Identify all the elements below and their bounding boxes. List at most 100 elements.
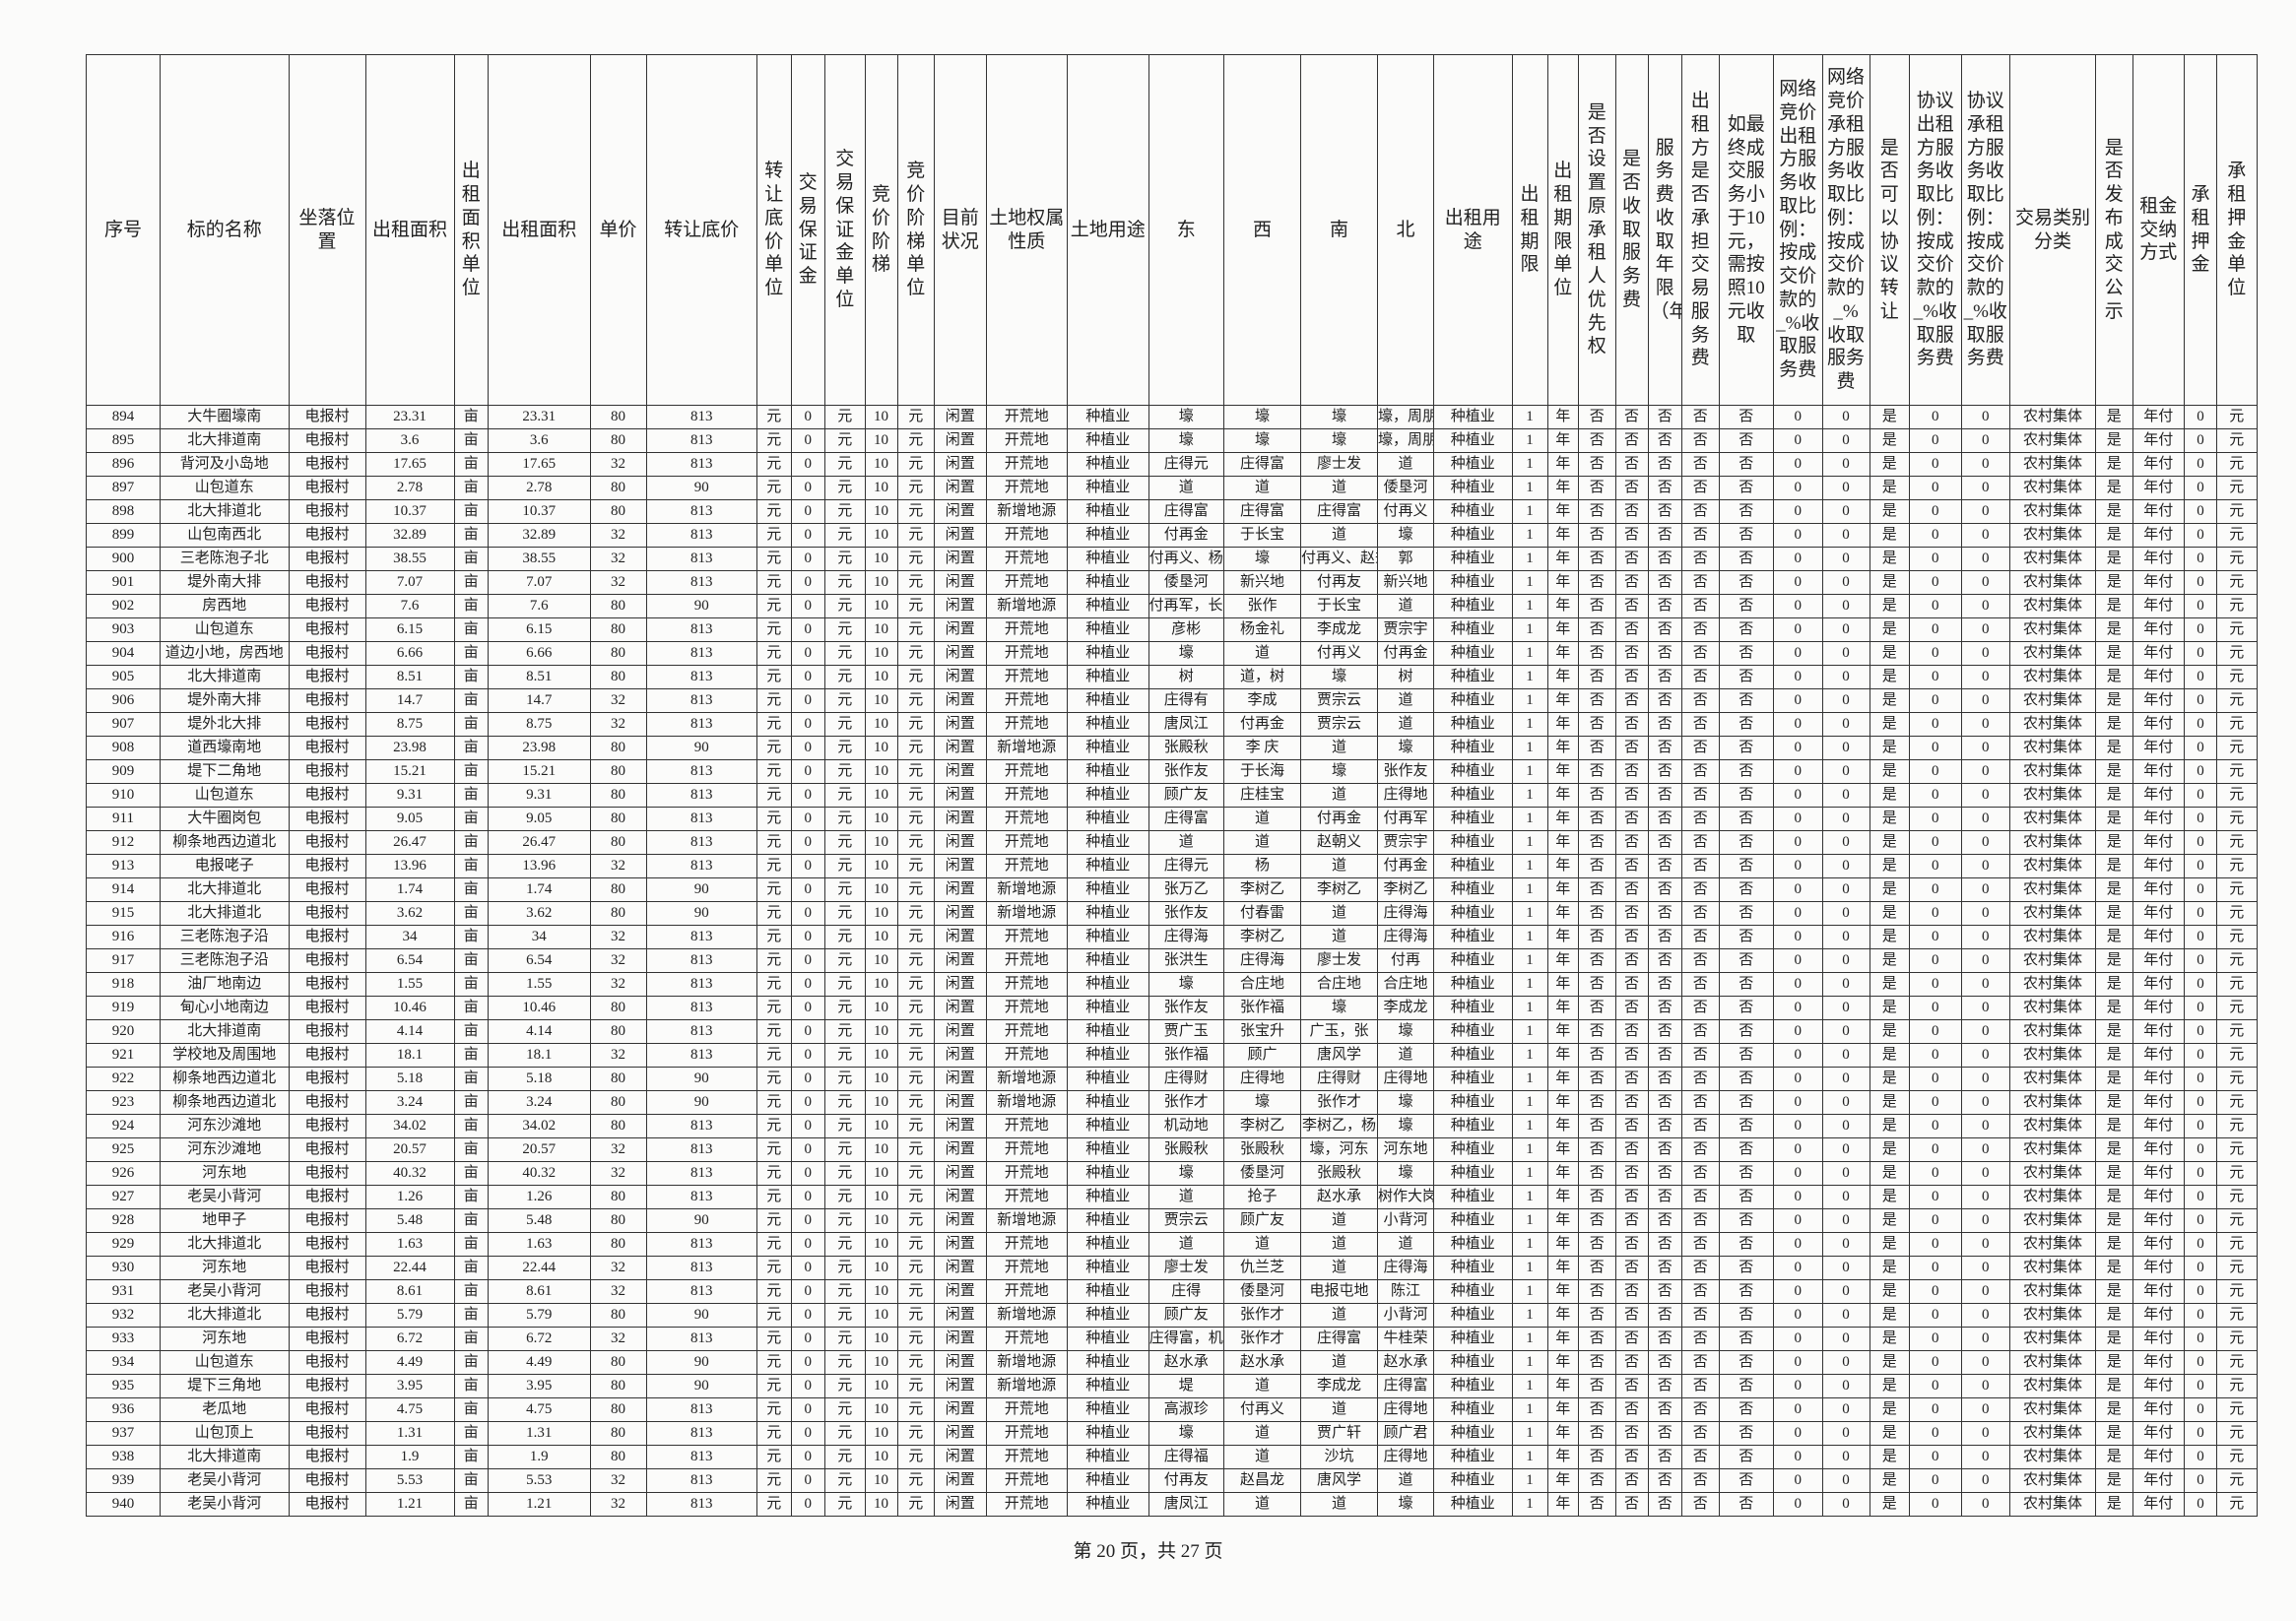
table-cell: 0 (1773, 807, 1823, 831)
table-cell: 种植业 (1433, 1090, 1513, 1115)
table-cell: 0 (1773, 830, 1823, 855)
table-cell: 1 (1511, 783, 1548, 808)
table-cell: 开荒地 (985, 948, 1068, 973)
table-cell: 否 (1614, 1303, 1649, 1328)
table-cell: 4.49 (364, 1350, 455, 1375)
table-cell: 否 (1614, 1019, 1649, 1044)
table-cell: 0 (1821, 1185, 1870, 1209)
table-cell: 否 (1647, 547, 1682, 571)
table-cell: 930 (86, 1256, 161, 1280)
table-cell: 否 (1578, 476, 1616, 500)
table-cell: 元 (2216, 996, 2258, 1020)
table-cell: 开荒地 (985, 688, 1068, 713)
table-cell: 913 (86, 854, 161, 878)
table-cell: 0 (1960, 476, 2010, 500)
table-cell: 种植业 (1433, 1161, 1513, 1186)
table-cell: 亩 (453, 925, 489, 949)
table-cell: 8.61 (364, 1279, 455, 1304)
table-cell: 亩 (453, 1256, 489, 1280)
table-cell: 唐风学 (1300, 1468, 1378, 1493)
table-cell: 庄得地 (1377, 1445, 1434, 1469)
column-header: 出租面积 (364, 54, 455, 406)
table-cell: 是 (1869, 405, 1910, 429)
table-cell: 道 (1377, 1043, 1434, 1068)
table-cell: 否 (1681, 1421, 1720, 1446)
table-cell: 0 (1821, 1445, 1870, 1469)
table-cell: 元 (896, 688, 935, 713)
table-cell: 931 (86, 1279, 161, 1304)
table-cell: 沙坑 (1300, 1445, 1378, 1469)
column-header: 转让底价单位 (756, 54, 792, 406)
table-cell: 元 (824, 1232, 866, 1257)
table-cell: 0 (790, 665, 825, 689)
table-cell: 庄得福 (1148, 1445, 1224, 1469)
table-cell: 0 (1960, 1019, 2010, 1044)
table-cell: 电报村 (288, 1090, 366, 1115)
table-cell: 0 (1960, 428, 2010, 453)
table-cell: 壕，周朋 (1377, 405, 1434, 429)
table-cell: 种植业 (1067, 523, 1149, 548)
table-cell: 年 (1546, 759, 1579, 784)
table-cell: 年付 (2132, 972, 2185, 997)
table-cell: 元 (896, 712, 935, 737)
table-cell: 种植业 (1067, 617, 1149, 642)
table-cell: 1 (1511, 499, 1548, 524)
table-cell: 32 (589, 972, 647, 997)
table-cell: 否 (1718, 1067, 1774, 1091)
table-cell: 是 (1869, 1327, 1910, 1351)
table-cell: 0 (1960, 1279, 2010, 1304)
table-cell: 1 (1511, 1137, 1548, 1162)
table-cell: 0 (1909, 499, 1962, 524)
table-cell: 否 (1614, 1232, 1649, 1257)
table-cell: 否 (1614, 736, 1649, 760)
table-cell: 闲置 (934, 1468, 987, 1493)
table-cell: 0 (2184, 996, 2217, 1020)
table-cell: 0 (2184, 972, 2217, 997)
table-cell: 壕 (1377, 736, 1434, 760)
table-cell: 10 (864, 1468, 898, 1493)
table-cell: 种植业 (1067, 1185, 1149, 1209)
table-cell: 付再金 (1300, 807, 1378, 831)
table-cell: 否 (1718, 452, 1774, 477)
table-cell: 年 (1546, 499, 1579, 524)
table-cell: 年付 (2132, 1161, 2185, 1186)
table-cell: 种植业 (1067, 547, 1149, 571)
table-cell: 1 (1511, 1067, 1548, 1091)
column-header: 交易类别分类 (2009, 54, 2096, 406)
table-cell: 闲置 (934, 1019, 987, 1044)
table-cell: 农村集体 (2009, 1067, 2096, 1091)
table-cell: 元 (896, 452, 935, 477)
table-cell: 开荒地 (985, 547, 1068, 571)
table-cell: 否 (1647, 476, 1682, 500)
table-cell: 元 (2216, 688, 2258, 713)
table-cell: 郭 (1377, 547, 1434, 571)
table-cell: 道 (1300, 1492, 1378, 1517)
table-cell: 否 (1614, 759, 1649, 784)
table-cell: 0 (1960, 1374, 2010, 1398)
table-cell: 80 (589, 1090, 647, 1115)
table-cell: 元 (896, 1468, 935, 1493)
table-cell: 0 (1821, 854, 1870, 878)
table-cell: 元 (756, 759, 792, 784)
table-cell: 否 (1718, 641, 1774, 666)
table-cell: 是 (2095, 1043, 2133, 1068)
table-cell: 闲置 (934, 925, 987, 949)
table-cell: 赵水承 (1223, 1350, 1301, 1375)
table-cell: 元 (2216, 807, 2258, 831)
table-cell: 壕 (1377, 1114, 1434, 1138)
table-cell: 年 (1546, 1374, 1579, 1398)
column-header: 出租用途 (1433, 54, 1513, 406)
table-cell: 1 (1511, 1161, 1548, 1186)
table-cell: 6.72 (488, 1327, 591, 1351)
table-cell: 是 (2095, 688, 2133, 713)
table-cell: 种植业 (1433, 1185, 1513, 1209)
table-cell: 925 (86, 1137, 161, 1162)
table-cell: 年 (1546, 665, 1579, 689)
table-cell: 0 (790, 877, 825, 902)
table-cell: 1 (1511, 736, 1548, 760)
table-cell: 1 (1511, 807, 1548, 831)
table-cell: 1.9 (488, 1445, 591, 1469)
table-cell: 大牛圈壕南 (160, 405, 290, 429)
table-cell: 电报村 (288, 1279, 366, 1304)
table-cell: 是 (2095, 783, 2133, 808)
